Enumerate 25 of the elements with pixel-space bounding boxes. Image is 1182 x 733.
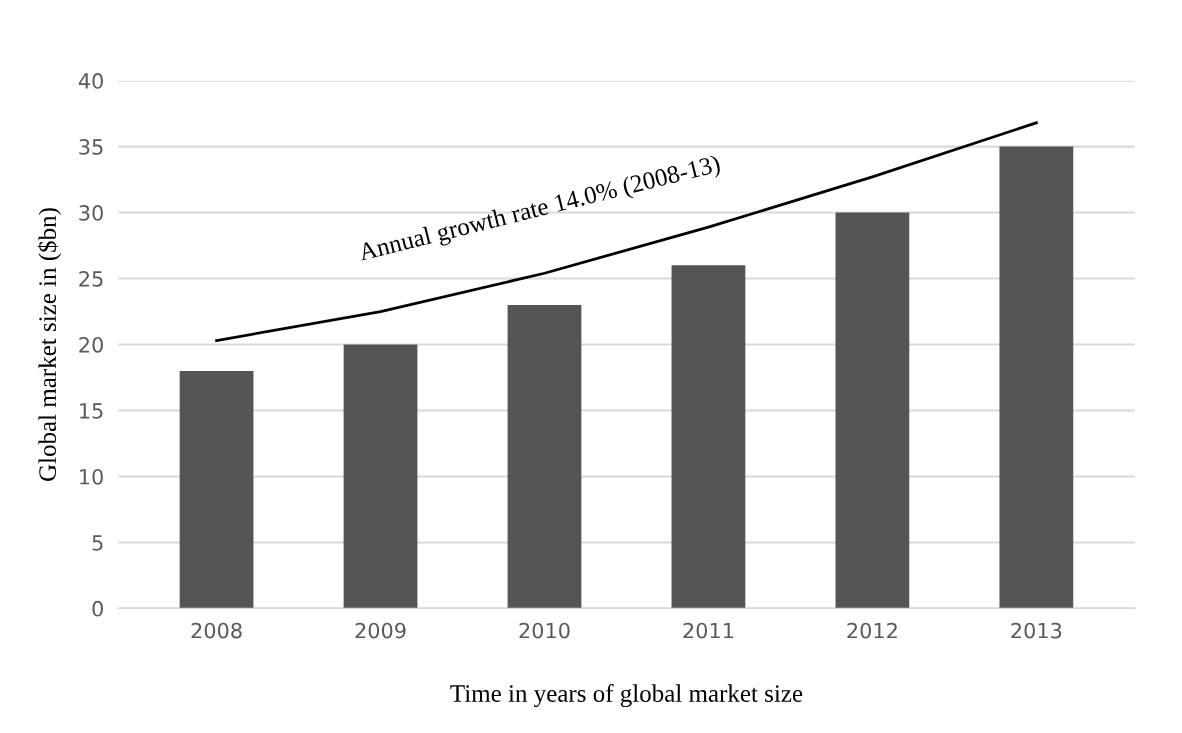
y-tick-label: 40 xyxy=(78,73,103,89)
x-tick-label: 2011 xyxy=(683,622,734,639)
y-tick-label: 15 xyxy=(80,403,103,419)
y-tick-label: 20 xyxy=(79,336,103,353)
x-tick-label: 2012 xyxy=(847,622,897,639)
bar xyxy=(999,146,1074,609)
x-tick-label: 2013 xyxy=(1011,622,1062,639)
annotation: Annual growth rate 14.0% (2008-13) xyxy=(357,154,722,266)
y-tick-label: 30 xyxy=(79,205,103,221)
bar xyxy=(835,212,910,609)
x-axis-title: Time in years of global market size xyxy=(450,684,803,708)
bar xyxy=(343,344,418,609)
y-axis-title: Global market size in ($bn) xyxy=(37,208,62,481)
y-tick-label: 5 xyxy=(92,535,103,551)
bar xyxy=(671,265,746,609)
y-tick-label: 25 xyxy=(79,270,103,287)
line-series xyxy=(215,121,1038,342)
y-tick-label: 0 xyxy=(92,600,103,617)
x-tick-label: 2010 xyxy=(519,622,570,639)
x-tick-label: 2009 xyxy=(355,622,406,639)
y-tick-label: 35 xyxy=(79,139,103,155)
bar xyxy=(507,304,582,609)
x-tick-label: 2008 xyxy=(191,622,242,639)
y-tick-label: 10 xyxy=(80,468,103,485)
bar xyxy=(179,370,254,609)
